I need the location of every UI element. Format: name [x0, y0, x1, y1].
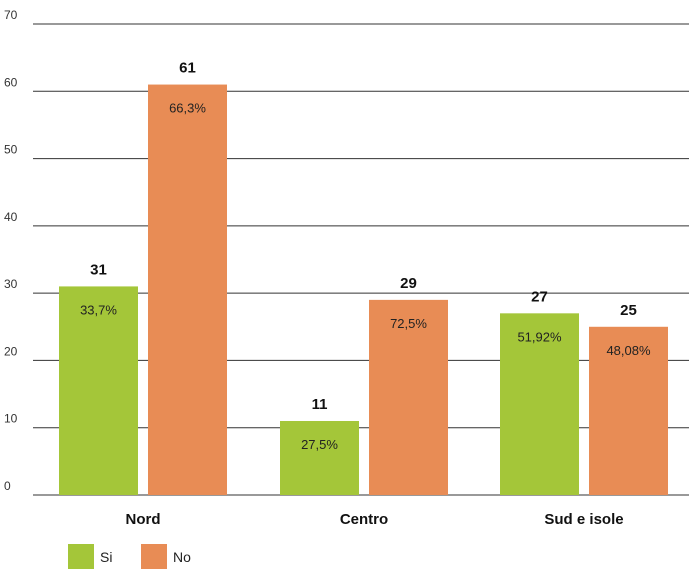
- y-tick-label: 20: [4, 344, 18, 358]
- data-label: 29: [400, 275, 417, 292]
- percent-label: 48,08%: [606, 343, 651, 358]
- y-tick-label: 40: [4, 210, 18, 224]
- percent-label: 33,7%: [80, 302, 117, 317]
- legend-label: No: [173, 549, 191, 565]
- y-axis: 0 10 20 30 40 50 60 70: [4, 8, 18, 493]
- bar-no: [148, 84, 227, 496]
- bar-si: [280, 420, 359, 495]
- data-label: 61: [179, 60, 196, 77]
- gridlines: [33, 23, 689, 496]
- legend-swatch-no: [141, 544, 167, 569]
- x-axis: Nord Centro Sud e isole: [126, 511, 624, 528]
- data-label: 25: [620, 302, 637, 319]
- y-tick-label: 50: [4, 143, 18, 157]
- legend-swatch-si: [68, 544, 94, 569]
- data-label: 11: [312, 396, 328, 413]
- y-tick-label: 70: [4, 8, 18, 22]
- y-tick-label: 30: [4, 277, 18, 291]
- x-tick-label: Nord: [126, 511, 161, 528]
- percent-label: 27,5%: [301, 437, 338, 452]
- bar-no: [369, 299, 448, 495]
- y-tick-label: 10: [4, 412, 18, 426]
- percent-label: 66,3%: [169, 101, 206, 116]
- bar-si: [500, 313, 579, 495]
- percent-label: 51,92%: [517, 329, 562, 344]
- x-tick-label: Centro: [340, 511, 388, 528]
- x-tick-label: Sud e isole: [544, 511, 623, 528]
- bar-si: [59, 286, 138, 495]
- bars: 31 33,7% 61 66,3% 11 27,5% 29 72,5% 27 51,92% 25 48…: [59, 60, 668, 496]
- legend-label: Si: [100, 549, 112, 565]
- bar-no: [589, 326, 668, 495]
- y-tick-label: 0: [4, 479, 11, 493]
- legend: Si No: [68, 544, 191, 569]
- percent-label: 72,5%: [390, 316, 427, 331]
- y-tick-label: 60: [4, 75, 18, 89]
- data-label: 27: [531, 288, 548, 305]
- data-label: 31: [90, 261, 107, 278]
